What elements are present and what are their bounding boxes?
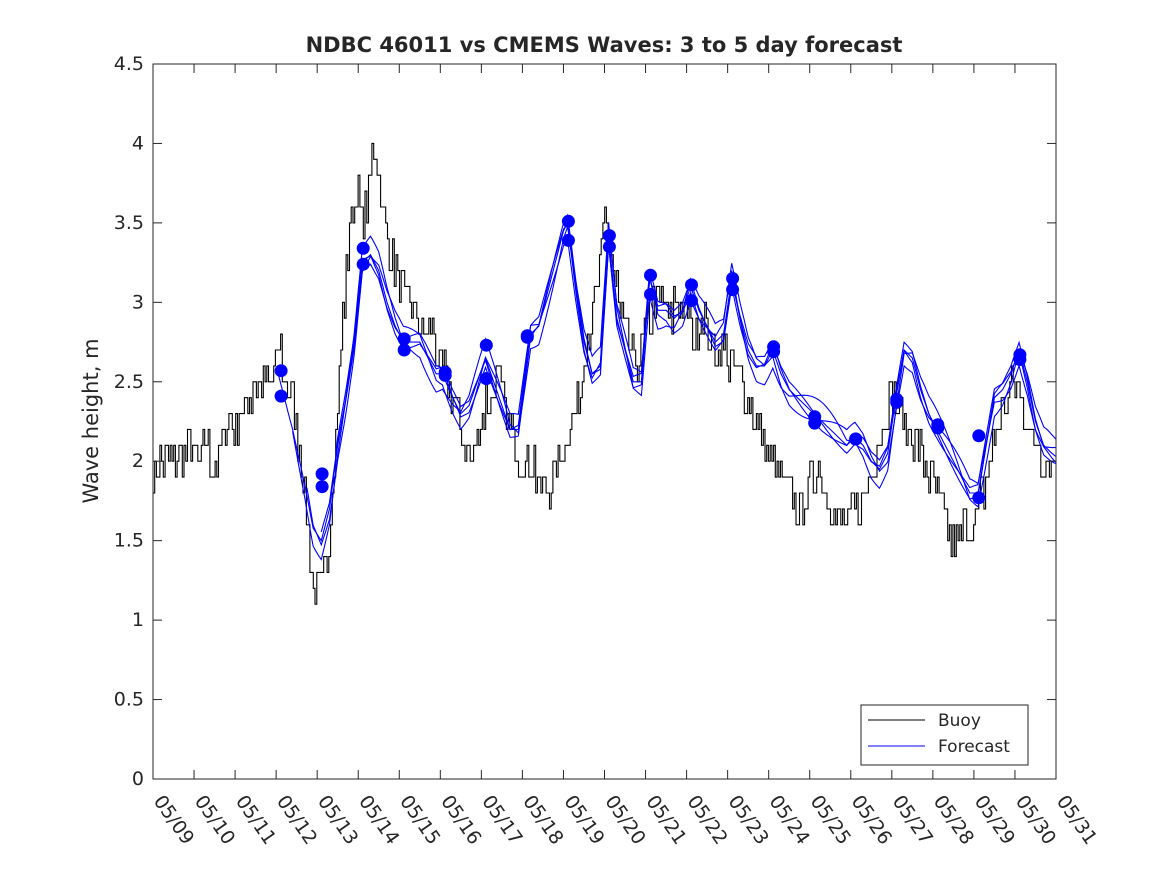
forecast-marker [685, 294, 698, 308]
plot-area [153, 64, 1056, 779]
y-axis-ticks: 0 0.5 1 1.5 2 2.5 3 3.5 4 4.5 [114, 53, 1056, 790]
y-axis-label: Wave height, m [79, 338, 103, 503]
forecast-marker [931, 421, 945, 435]
forecast-marker [602, 240, 616, 254]
y-tick-label: 0.5 [114, 689, 144, 711]
forecast-marker [602, 229, 616, 243]
y-tick-label: 4 [132, 132, 144, 154]
forecast-marker [972, 491, 986, 505]
forecast-marker [1013, 353, 1027, 366]
legend-buoy-label: Buoy [938, 711, 981, 731]
chart-title: NDBC 46011 vs CMEMS Waves: 3 to 5 day fo… [306, 33, 903, 57]
legend-box [860, 704, 1029, 766]
forecast-marker [644, 287, 657, 301]
y-tick-label: 3.5 [114, 212, 144, 234]
forecast-marker [972, 429, 986, 443]
forecast-marker [356, 241, 370, 255]
forecast-marker [726, 283, 740, 297]
y-tick-label: 1 [132, 609, 144, 631]
forecast-marker [561, 233, 575, 247]
marker-layer [274, 214, 1027, 505]
forecast-marker [890, 395, 904, 409]
legend-forecast-label: Forecast [938, 737, 1010, 757]
forecast-marker [356, 257, 370, 271]
y-tick-label: 2.5 [114, 371, 144, 393]
forecast-marker [397, 332, 411, 346]
forecast-marker [274, 364, 288, 378]
y-tick-label: 3 [132, 291, 144, 313]
forecast-marker [644, 268, 657, 282]
y-tick-label: 2 [132, 450, 144, 472]
forecast-marker [767, 345, 781, 359]
forecast-marker [520, 330, 534, 344]
forecast-marker [561, 214, 575, 228]
forecast-marker [315, 467, 329, 481]
forecast-marker [479, 338, 493, 352]
y-tick-label: 4.5 [114, 53, 144, 75]
legend: Buoy Forecast [860, 704, 1029, 766]
forecast-marker [808, 416, 822, 430]
forecast-marker [849, 432, 863, 446]
forecast-marker [438, 368, 452, 382]
forecast-marker [315, 480, 329, 494]
forecast-marker [685, 278, 698, 292]
forecast-marker [726, 272, 740, 285]
y-tick-label: 0 [132, 768, 144, 790]
forecast-marker [397, 343, 411, 357]
forecast-marker [274, 389, 288, 403]
y-tick-label: 1.5 [114, 530, 144, 552]
forecast-marker [479, 372, 493, 386]
forecast-series-line [292, 222, 1057, 561]
